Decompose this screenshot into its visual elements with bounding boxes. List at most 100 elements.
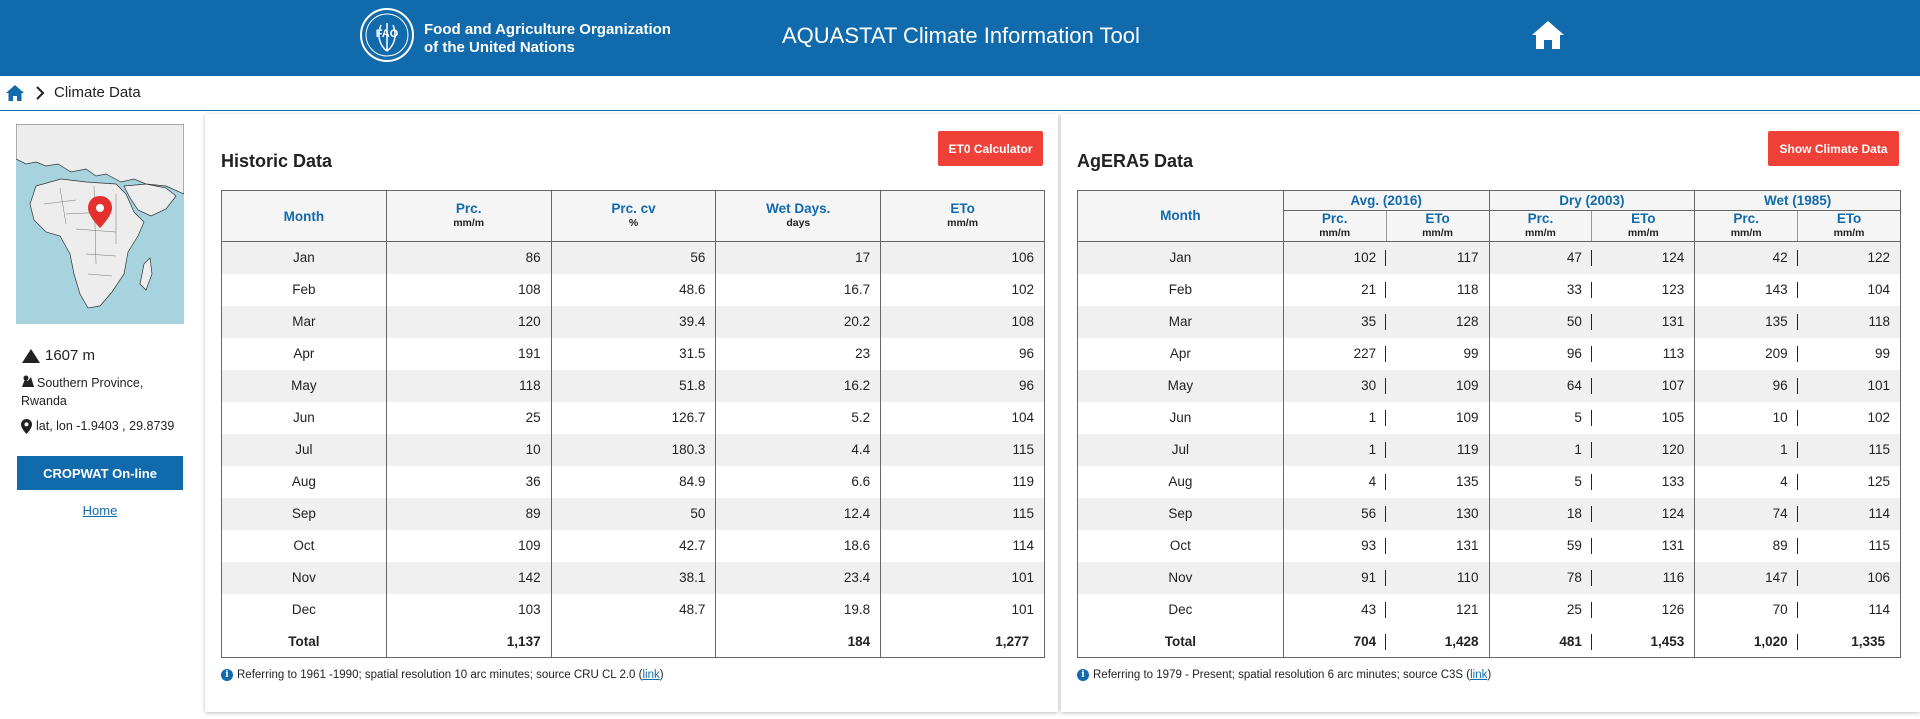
table-cell: 50 — [551, 497, 717, 530]
column-label: ETo — [1425, 211, 1450, 226]
table-cell: 115 — [880, 497, 1045, 530]
table-cell: 114 — [1868, 602, 1890, 617]
table-cell: 130 — [1386, 497, 1490, 530]
table-cell: Jan — [221, 241, 387, 274]
table-cell: 135 — [1386, 465, 1490, 498]
table-cell: 191 — [386, 337, 552, 370]
table-cell: 118 — [1386, 273, 1490, 306]
chevron-right-icon — [36, 86, 45, 100]
total-cell: 1,428 — [1386, 625, 1490, 658]
column-unit: mm/m — [1833, 227, 1865, 239]
table-row: Dec 103 48.7 19.8 101 — [221, 593, 1045, 626]
column-header: Prc. mm/m — [1283, 210, 1387, 242]
column-label: Prc. cv — [611, 201, 656, 216]
table-cell: 96 — [1694, 369, 1798, 402]
group-header: Wet (1985) — [1694, 190, 1901, 211]
table-cell: 16.2 — [715, 369, 882, 402]
column-label: Month — [283, 208, 325, 224]
table-cell: 115 — [1797, 433, 1901, 466]
column-unit: mm/m — [1319, 227, 1351, 239]
table-cell: 122 — [1797, 241, 1901, 274]
table-cell: 107 — [1591, 369, 1696, 402]
table-header-row: Month Prc. mm/m Prc. cv% Wet Days. days ETo mm/… — [221, 190, 1045, 242]
note-text: Referring to 1979 - Present; spatial res… — [1093, 669, 1492, 681]
table-row: Nov 91 110 78 116 147 106 — [1077, 561, 1901, 594]
breadcrumb-home-icon[interactable] — [5, 83, 25, 103]
historic-data-note: i Referring to 1961 -1990; spatial resol… — [221, 668, 664, 682]
table-cell: 50 — [1489, 305, 1592, 338]
table-cell: 126 — [1591, 593, 1696, 626]
table-cell: 119 — [1386, 433, 1490, 466]
table-cell: Apr — [221, 337, 387, 370]
total-row: Total 704 1,428 481 1,453 1,020 1,335 — [1077, 625, 1901, 658]
table-cell: 125 — [1867, 474, 1890, 489]
source-link[interactable]: link — [1470, 669, 1488, 681]
table-cell: 17 — [715, 241, 882, 274]
table-row: Mar 120 39.4 20.2 108 — [221, 305, 1045, 338]
org-line-2: of the United Nations — [424, 39, 575, 56]
table-cell: 143 — [1695, 274, 1798, 306]
table-cell: 109 — [1386, 369, 1490, 402]
column-label: Prc. — [1733, 211, 1759, 226]
column-unit: mm/m — [1627, 227, 1659, 239]
column-header: ETo mm/m — [1386, 210, 1490, 242]
table-row: Jan 86 56 17 106 — [221, 241, 1045, 274]
table-cell: 48.6 — [551, 273, 717, 306]
table-cell: 93 — [1283, 530, 1386, 562]
table-row: Feb 21 118 33 123 143 104 — [1077, 273, 1901, 306]
table-cell: 108 — [386, 273, 552, 306]
table-cell: 209 — [1695, 338, 1798, 370]
table-cell: 135 — [1694, 305, 1798, 338]
table-cell: 91 — [1283, 561, 1387, 594]
table-cell: 128 — [1386, 305, 1490, 338]
table-cell: Aug — [221, 465, 387, 498]
table-cell: 147 — [1694, 561, 1798, 594]
table-row: Dec 43 121 25 126 70 114 — [1077, 593, 1901, 626]
table-row: Sep 89 50 12.4 115 — [221, 497, 1045, 530]
table-cell: 56 — [1283, 497, 1387, 530]
table-cell: Jul — [1077, 433, 1284, 466]
table-cell: 120 — [386, 305, 552, 338]
table-cell: 36 — [386, 465, 552, 498]
table-cell: 6.6 — [715, 465, 882, 498]
historic-data-title: Historic Data — [221, 151, 333, 171]
column-label: Wet Days. — [766, 201, 831, 216]
show-climate-data-button[interactable]: Show Climate Data — [1768, 131, 1899, 166]
table-header-row: Month Avg. (2016) Dry (2003) Wet (1985) — [1077, 190, 1901, 242]
elevation: 1607 m — [22, 347, 95, 365]
table-cell: 84.9 — [551, 465, 717, 498]
table-cell: 23 — [715, 337, 882, 370]
table-cell: 116 — [1591, 561, 1696, 594]
region: Southern Province, Rwanda — [21, 374, 171, 410]
table-cell: 117 — [1386, 241, 1490, 274]
table-cell: 12.4 — [715, 497, 882, 530]
column-header: Prc. cv% — [551, 190, 717, 242]
home-icon[interactable] — [1530, 18, 1566, 52]
table-cell: 131 — [1591, 529, 1696, 562]
table-cell: 16.7 — [715, 273, 882, 306]
table-cell: 43 — [1283, 594, 1386, 626]
table-cell: 10 — [386, 433, 552, 466]
et0-calculator-button[interactable]: ET0 Calculator — [938, 131, 1043, 166]
table-row: Jul 10 180.3 4.4 115 — [221, 433, 1045, 466]
table-cell: 96 — [880, 337, 1045, 370]
table-cell: 4 — [1283, 466, 1386, 498]
table-row: Sep 56 130 18 124 74 114 — [1077, 497, 1901, 530]
table-cell: 118 — [386, 369, 552, 402]
table-cell: 101 — [1797, 369, 1901, 402]
column-header-month: Month — [1077, 190, 1284, 242]
table-cell: 115 — [1868, 538, 1890, 553]
table-cell: Apr — [1077, 337, 1284, 370]
table-row: Aug 4 135 5 133 4 125 — [1077, 465, 1901, 498]
home-link[interactable]: Home — [82, 503, 118, 518]
source-link[interactable]: link — [642, 669, 660, 681]
agera5-data-title: AgERA5 Data — [1077, 151, 1194, 171]
cropwat-online-button[interactable]: CROPWAT On-line — [17, 456, 183, 490]
table-cell: 118 — [1797, 305, 1901, 338]
table-row: Jun 1 109 5 105 10 102 — [1077, 401, 1901, 434]
table-cell: 109 — [1386, 401, 1490, 434]
location-map[interactable] — [16, 124, 184, 324]
total-cell: 1,020 — [1695, 626, 1798, 658]
table-cell: 104 — [1867, 282, 1890, 297]
table-cell: 48.7 — [551, 593, 717, 626]
